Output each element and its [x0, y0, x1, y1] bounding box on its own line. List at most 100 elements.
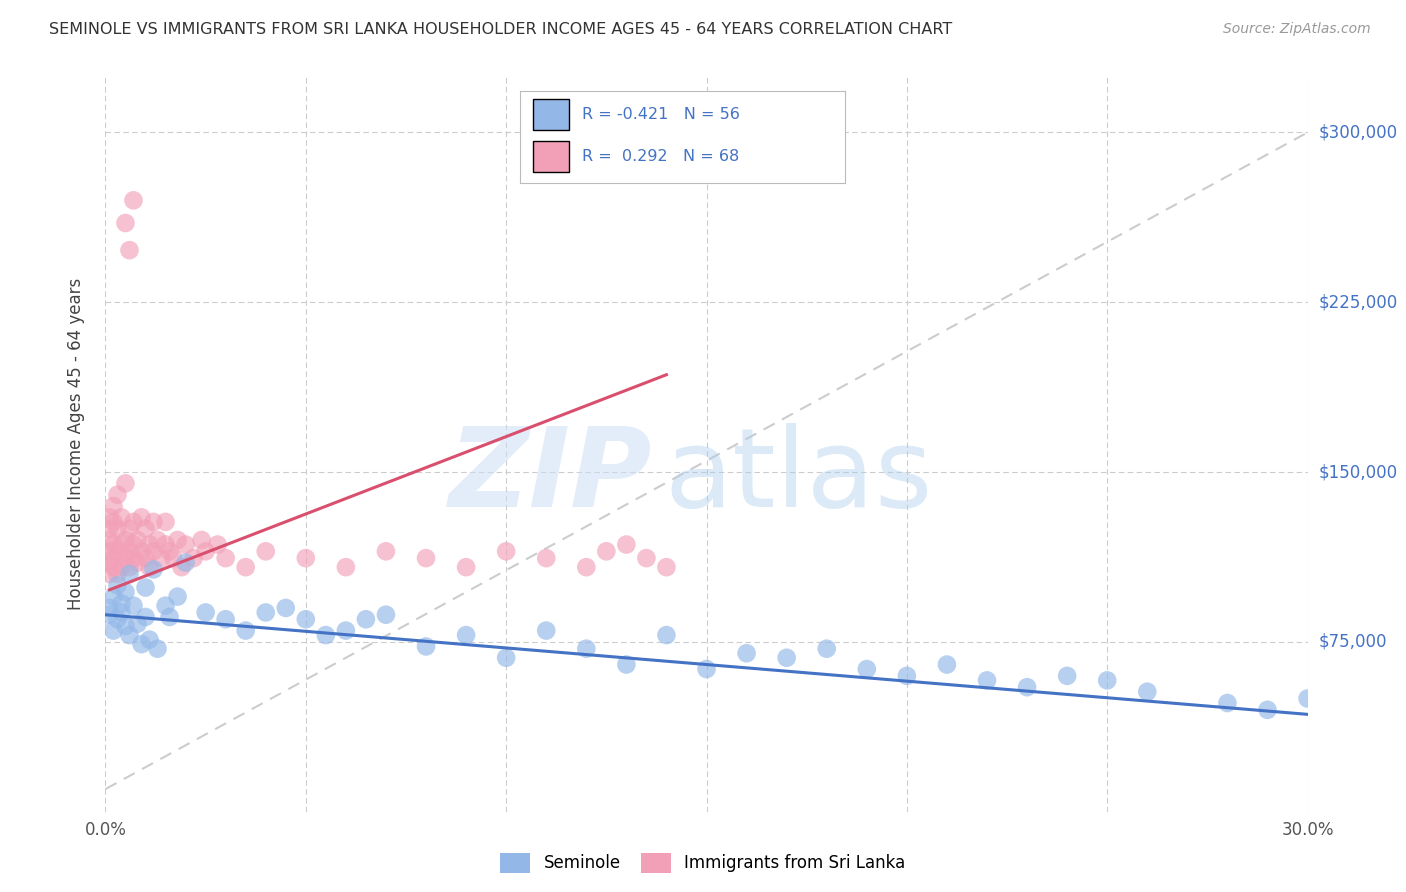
Point	[166, 533, 188, 547]
Point	[98, 533, 121, 547]
Point	[183, 551, 205, 566]
Point	[110, 596, 132, 610]
Point	[103, 537, 125, 551]
Point	[103, 560, 125, 574]
Point	[1257, 703, 1279, 717]
Point	[135, 581, 157, 595]
Point	[138, 560, 160, 574]
Point	[235, 624, 257, 638]
Point	[170, 560, 193, 574]
Point	[454, 560, 477, 574]
Text: $150,000: $150,000	[1319, 463, 1398, 481]
Point	[194, 606, 217, 620]
Point	[896, 669, 918, 683]
Point	[150, 551, 173, 566]
Text: Source: ZipAtlas.com: Source: ZipAtlas.com	[1223, 22, 1371, 37]
Point	[207, 537, 229, 551]
Point	[254, 606, 277, 620]
Point	[122, 551, 145, 566]
Point	[735, 646, 758, 660]
Point	[122, 599, 145, 613]
Point	[135, 610, 157, 624]
Text: ZIP: ZIP	[449, 424, 652, 531]
Point	[114, 551, 136, 566]
Point	[122, 515, 145, 529]
Point	[1056, 669, 1078, 683]
Text: $300,000: $300,000	[1319, 123, 1398, 142]
Point	[98, 510, 121, 524]
Point	[495, 650, 517, 665]
Point	[114, 619, 136, 633]
Point	[636, 551, 658, 566]
Point	[254, 544, 277, 558]
Point	[415, 640, 437, 654]
Point	[131, 544, 153, 558]
Point	[295, 551, 318, 566]
Point	[616, 537, 638, 551]
Point	[1017, 680, 1039, 694]
Point	[146, 533, 169, 547]
Point	[142, 562, 165, 576]
Point	[616, 657, 638, 672]
Point	[118, 628, 141, 642]
Point	[235, 560, 257, 574]
Point	[354, 612, 377, 626]
Point	[696, 662, 718, 676]
Point	[190, 533, 212, 547]
Point	[98, 566, 121, 581]
Point	[118, 243, 141, 257]
Point	[135, 522, 157, 536]
Point	[162, 551, 184, 566]
Point	[142, 515, 165, 529]
Point	[655, 560, 678, 574]
Point	[159, 610, 181, 624]
Point	[103, 590, 125, 604]
Point	[118, 544, 141, 558]
Point	[1216, 696, 1239, 710]
Text: SEMINOLE VS IMMIGRANTS FROM SRI LANKA HOUSEHOLDER INCOME AGES 45 - 64 YEARS CORR: SEMINOLE VS IMMIGRANTS FROM SRI LANKA HO…	[49, 22, 952, 37]
Point	[159, 544, 181, 558]
Point	[534, 551, 557, 566]
Point	[114, 585, 136, 599]
Point	[534, 624, 557, 638]
Point	[815, 641, 838, 656]
Point	[103, 624, 125, 638]
Point	[315, 628, 337, 642]
Point	[776, 650, 799, 665]
Point	[146, 641, 169, 656]
Point	[274, 601, 297, 615]
Point	[855, 662, 877, 676]
Text: $75,000: $75,000	[1319, 633, 1388, 651]
Text: atlas: atlas	[665, 424, 934, 531]
Text: $225,000: $225,000	[1319, 293, 1398, 311]
Point	[127, 533, 149, 547]
Point	[174, 537, 197, 551]
Point	[214, 551, 236, 566]
Point	[114, 533, 136, 547]
Point	[142, 544, 165, 558]
Point	[655, 628, 678, 642]
Point	[107, 544, 129, 558]
Point	[114, 216, 136, 230]
Point	[976, 673, 998, 688]
Point	[595, 544, 617, 558]
Point	[103, 515, 125, 529]
Point	[166, 590, 188, 604]
Point	[214, 612, 236, 626]
Point	[98, 601, 121, 615]
Point	[374, 544, 398, 558]
Point	[138, 537, 160, 551]
Point	[295, 612, 318, 626]
Point	[155, 515, 177, 529]
Point	[110, 560, 132, 574]
Point	[107, 612, 129, 626]
Point	[110, 537, 132, 551]
Point	[110, 510, 132, 524]
Point	[335, 560, 357, 574]
Point	[1136, 684, 1159, 698]
Point	[98, 544, 121, 558]
Point	[118, 522, 141, 536]
Point	[374, 607, 398, 622]
Point	[575, 641, 598, 656]
Point	[98, 522, 121, 536]
